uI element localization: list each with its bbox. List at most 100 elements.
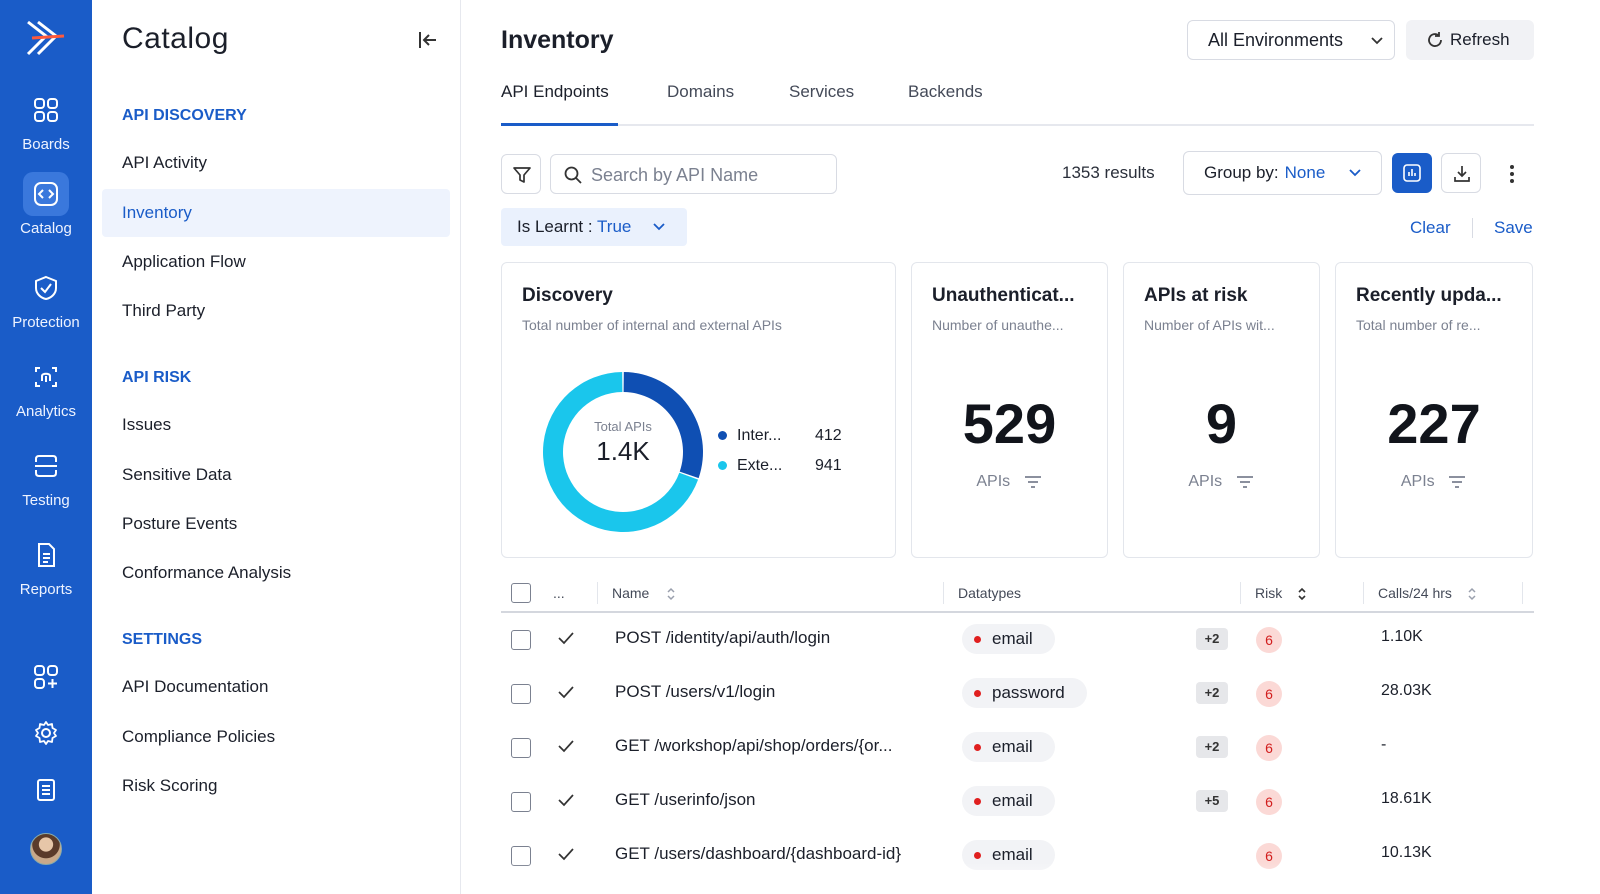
rail-settings-button[interactable]	[0, 720, 92, 751]
filter-lines-icon[interactable]	[1235, 474, 1255, 490]
rail-apps-button[interactable]	[0, 664, 92, 695]
rail-label: Protection	[12, 314, 80, 331]
nav-item-third-party[interactable]: Third Party	[122, 301, 206, 320]
nav-item-api-documentation[interactable]: API Documentation	[122, 677, 269, 696]
risk-badge: 6	[1256, 843, 1282, 869]
more-datatypes-badge[interactable]: +2	[1196, 628, 1228, 650]
metric-unit-row: APIs	[1336, 473, 1532, 491]
donut-slice-0[interactable]	[623, 372, 703, 479]
legend-value: 412	[815, 427, 842, 444]
download-button[interactable]	[1441, 153, 1481, 193]
table-row[interactable]: GET /users/dashboard/{dashboard-id} emai…	[501, 829, 1534, 883]
clear-filters-link[interactable]: Clear	[1410, 218, 1451, 237]
column-header-risk[interactable]: Risk	[1255, 585, 1308, 602]
nav-item-conformance-analysis[interactable]: Conformance Analysis	[122, 563, 292, 582]
nav-item-risk-scoring[interactable]: Risk Scoring	[122, 776, 218, 795]
risk-badge: 6	[1256, 789, 1282, 815]
save-filters-link[interactable]: Save	[1494, 218, 1533, 237]
row-checkbox[interactable]	[511, 738, 531, 758]
column-divider	[1240, 582, 1241, 604]
datatype-label: email	[992, 845, 1033, 864]
column-header-calls[interactable]: Calls/24 hrs	[1378, 585, 1478, 602]
endpoint-name[interactable]: GET /users/dashboard/{dashboard-id}	[615, 844, 902, 863]
table-header: ... Name Datatypes Risk Calls/24 hrs	[501, 574, 1534, 613]
donut-center-value: 1.4K	[596, 436, 650, 466]
row-checkbox[interactable]	[511, 684, 531, 704]
column-divider	[943, 582, 944, 604]
column-header-label: Calls/24 hrs	[1378, 585, 1452, 601]
column-header-name[interactable]: Name	[612, 585, 677, 602]
card-title: Unauthenticat...	[932, 285, 1075, 306]
row-checkbox[interactable]	[511, 630, 531, 650]
tab-services[interactable]: Services	[789, 82, 855, 101]
chevron-down-icon	[1371, 37, 1383, 45]
tab-backends[interactable]: Backends	[908, 82, 983, 101]
chart-view-toggle[interactable]	[1392, 153, 1432, 193]
collapse-panel-icon[interactable]	[416, 28, 440, 52]
table-row[interactable]: POST /users/v1/login password +2 6 28.03…	[501, 667, 1534, 721]
user-avatar[interactable]	[30, 833, 62, 865]
apis-at-risk-card[interactable]: APIs at risk Number of APIs wit... 9 API…	[1123, 262, 1320, 558]
refresh-icon	[1428, 32, 1442, 47]
rail-item-reports[interactable]: Reports	[0, 533, 92, 613]
row-checkbox[interactable]	[511, 846, 531, 866]
discovery-card[interactable]: Discovery Total number of internal and e…	[501, 262, 896, 558]
environment-select[interactable]: All Environments	[1187, 20, 1395, 60]
search-input[interactable]	[591, 161, 831, 189]
recently-updated-card[interactable]: Recently upda... Total number of re... 2…	[1335, 262, 1533, 558]
table-row[interactable]: POST /identity/api/auth/login email +2 6…	[501, 613, 1534, 667]
more-options-icon[interactable]	[1497, 162, 1527, 186]
nav-item-compliance-policies[interactable]: Compliance Policies	[122, 727, 276, 746]
group-by-select[interactable]: Group by: None	[1183, 151, 1382, 195]
filter-lines-icon[interactable]	[1447, 474, 1467, 490]
rail-item-analytics[interactable]: Analytics	[0, 355, 92, 435]
filter-lines-icon[interactable]	[1023, 474, 1043, 490]
rail-item-testing[interactable]: Testing	[0, 444, 92, 524]
chevron-down-icon	[1349, 169, 1361, 177]
table-row[interactable]: GET /workshop/api/shop/orders/{or... ema…	[501, 721, 1534, 775]
rail-item-protection[interactable]: Protection	[0, 266, 92, 346]
refresh-button[interactable]: Refresh	[1406, 20, 1534, 60]
row-checkbox[interactable]	[511, 792, 531, 812]
datatype-tag: email	[962, 624, 1055, 654]
more-datatypes-badge[interactable]: +5	[1196, 790, 1228, 812]
more-datatypes-badge[interactable]: +2	[1196, 736, 1228, 758]
column-divider	[597, 582, 598, 604]
endpoint-name[interactable]: GET /userinfo/json	[615, 790, 756, 809]
rail-item-catalog[interactable]: Catalog	[0, 172, 92, 252]
datatype-tag: email	[962, 732, 1055, 762]
endpoint-name[interactable]: POST /users/v1/login	[615, 682, 776, 701]
filter-button[interactable]	[501, 154, 541, 194]
rail-item-boards[interactable]: Boards	[0, 88, 92, 168]
brand-logo-icon[interactable]	[24, 18, 68, 58]
search-field[interactable]	[550, 154, 837, 194]
icon-rail: Boards Catalog Protection Analytics	[0, 0, 92, 894]
rail-docs-button[interactable]	[0, 777, 92, 808]
filter-chip-key: Is Learnt :	[517, 217, 593, 236]
nav-item-posture-events[interactable]: Posture Events	[122, 514, 238, 533]
nav-item-sensitive-data[interactable]: Sensitive Data	[122, 465, 232, 484]
nav-item-issues[interactable]: Issues	[122, 415, 172, 434]
column-header-options[interactable]: ...	[553, 585, 565, 601]
tab-api-endpoints[interactable]: API Endpoints	[501, 82, 609, 101]
more-datatypes-badge[interactable]: +2	[1196, 682, 1228, 704]
endpoint-name[interactable]: GET /workshop/api/shop/orders/{or...	[615, 736, 893, 755]
endpoint-name[interactable]: POST /identity/api/auth/login	[615, 628, 831, 647]
card-subtitle: Number of unauthe...	[932, 317, 1064, 333]
tab-domains[interactable]: Domains	[667, 82, 735, 101]
filter-chip-is-learnt[interactable]: Is Learnt : True	[501, 208, 687, 246]
bar-chart-icon	[1403, 164, 1421, 182]
checkmark-icon	[558, 740, 574, 753]
table-row[interactable]: GET /userinfo/json email +5 6 18.61K	[501, 775, 1534, 829]
unauthenticated-card[interactable]: Unauthenticat... Number of unauthe... 52…	[911, 262, 1108, 558]
chevron-down-icon	[653, 223, 665, 231]
nav-item-api-activity[interactable]: API Activity	[122, 153, 208, 172]
select-all-checkbox[interactable]	[511, 583, 531, 603]
column-header-datatypes[interactable]: Datatypes	[958, 585, 1022, 601]
rail-label: Testing	[22, 492, 70, 509]
nav-item-application-flow[interactable]: Application Flow	[122, 252, 246, 271]
column-divider	[1522, 582, 1523, 604]
nav-item-inventory[interactable]: Inventory	[102, 189, 450, 237]
sort-icon	[1468, 588, 1476, 601]
legend-value: 941	[815, 457, 842, 474]
